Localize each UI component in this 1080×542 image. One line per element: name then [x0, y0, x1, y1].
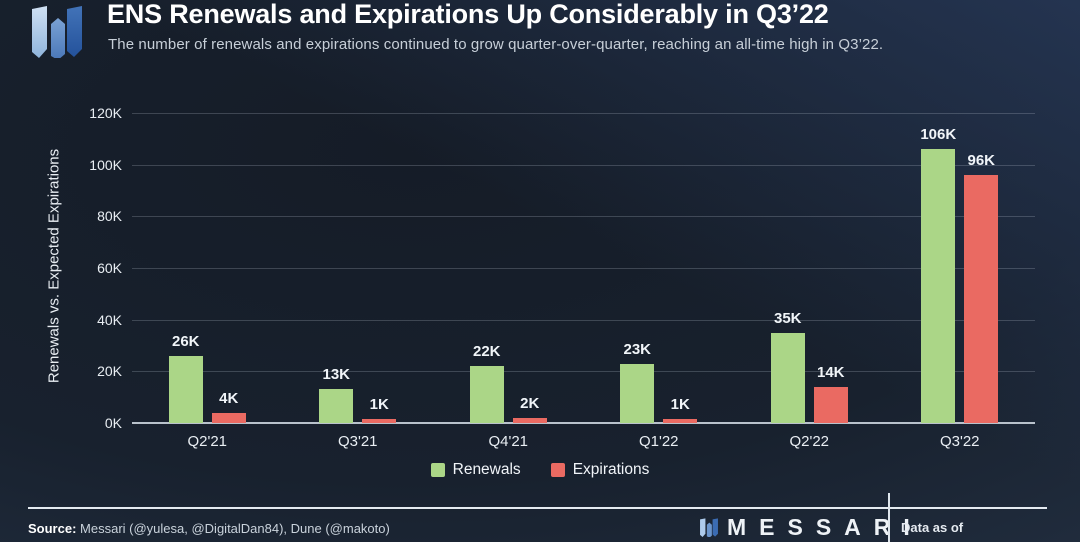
bar-expirations-Q3'21: 1K	[362, 396, 397, 423]
page-title: ENS Renewals and Expirations Up Consider…	[107, 0, 829, 29]
bar-renewals-Q2'22: 35K	[770, 310, 805, 423]
y-tick-label: 120K	[89, 105, 122, 121]
x-tick-label-Q4'21: Q4'21	[488, 433, 529, 450]
bar-value-label: 14K	[816, 363, 845, 381]
bar-group-Q1'22: 23K 1K	[584, 113, 735, 423]
x-tick-label-Q3'22: Q3'22	[939, 433, 980, 450]
y-axis-title: Renewals vs. Expected Expirations	[45, 148, 63, 384]
bar-renewals-Q3'22: 106K	[920, 126, 956, 423]
bar-value-label: 13K	[322, 366, 351, 384]
bar-group-Q4'21: 22K 2K	[433, 113, 584, 423]
bar-expirations-Q2'21: 4K	[211, 390, 246, 423]
gridline-60K	[132, 268, 1035, 269]
gridline-100K	[132, 164, 1035, 166]
bar-value-label: 96K	[967, 152, 996, 169]
bar-group-Q3'21: 13K 1K	[283, 113, 434, 423]
y-tick-label: 100K	[89, 156, 122, 173]
legend-swatch-expirations	[550, 463, 565, 477]
bar-renewals-Q2'21: 26K	[168, 333, 203, 423]
y-tick-label: 20K	[97, 363, 122, 380]
x-tick-label-Q3'21: Q3'21	[337, 433, 378, 450]
bar-value-label: 26K	[171, 332, 200, 350]
source-label: Source:	[28, 521, 77, 536]
page-subtitle: The number of renewals and expirations c…	[108, 36, 884, 53]
chart-legend: Renewals Expirations	[0, 461, 1080, 479]
bar-group-Q2'22: 35K 14K	[734, 113, 885, 423]
legend-item-expirations: Expirations	[550, 461, 650, 479]
bar-expirations-Q3'22: 96K	[964, 152, 999, 423]
source-attribution: Source: Messari (@yulesa, @DigitalDan84)…	[28, 521, 390, 536]
bar-value-label: 1K	[369, 395, 389, 413]
data-as-of-label: Data as of	[901, 520, 964, 535]
messari-brand-footer: MESSARI	[700, 514, 923, 540]
gridline-40K	[132, 319, 1035, 321]
gridline-80K	[132, 216, 1035, 218]
bar-value-label: 106K	[920, 126, 957, 144]
source-text: Messari (@yulesa, @DigitalDan84), Dune (…	[80, 521, 390, 536]
bar-expirations-Q2'22: 14K	[813, 364, 848, 423]
footer-divider-line	[28, 507, 1047, 509]
bar-expirations-Q4'21: 2K	[512, 395, 547, 423]
bar-renewals-Q4'21: 22K	[469, 343, 504, 423]
bar-expirations-Q1'22: 1K	[663, 396, 698, 423]
y-tick-label: 80K	[97, 208, 122, 225]
bar-group-Q2'21: 26K 4K	[132, 113, 283, 423]
bar-value-label: 22K	[472, 343, 501, 361]
messari-logo-icon	[32, 6, 82, 58]
legend-label: Renewals	[452, 461, 521, 478]
footer-vertical-divider	[888, 493, 890, 542]
bar-value-label: 35K	[773, 309, 802, 327]
bar-value-label: 2K	[520, 394, 540, 412]
bar-value-label: 23K	[623, 340, 652, 358]
gridline-120K	[132, 113, 1035, 114]
legend-swatch-renewals	[430, 463, 445, 477]
y-tick-label: 60K	[97, 260, 122, 276]
messari-logo-small-icon	[700, 518, 718, 537]
legend-item-renewals: Renewals	[430, 461, 521, 479]
bar-renewals-Q3'21: 13K	[319, 366, 354, 423]
y-tick-label: 40K	[97, 311, 122, 328]
legend-label: Expirations	[572, 461, 650, 478]
bar-value-label: 4K	[219, 389, 239, 407]
x-tick-label-Q2'22: Q2'22	[789, 433, 830, 450]
messari-wordmark: MESSARI	[727, 514, 923, 540]
bar-value-label: 1K	[670, 395, 690, 413]
x-axis-line	[132, 422, 1035, 424]
gridline-20K	[132, 371, 1035, 373]
x-tick-label-Q2'21: Q2'21	[187, 433, 228, 450]
bar-renewals-Q1'22: 23K	[620, 341, 655, 423]
x-tick-label-Q1'22: Q1'22	[638, 433, 679, 450]
y-tick-label: 0K	[104, 415, 122, 431]
bar-group-Q3'22: 106K 96K	[885, 113, 1036, 423]
